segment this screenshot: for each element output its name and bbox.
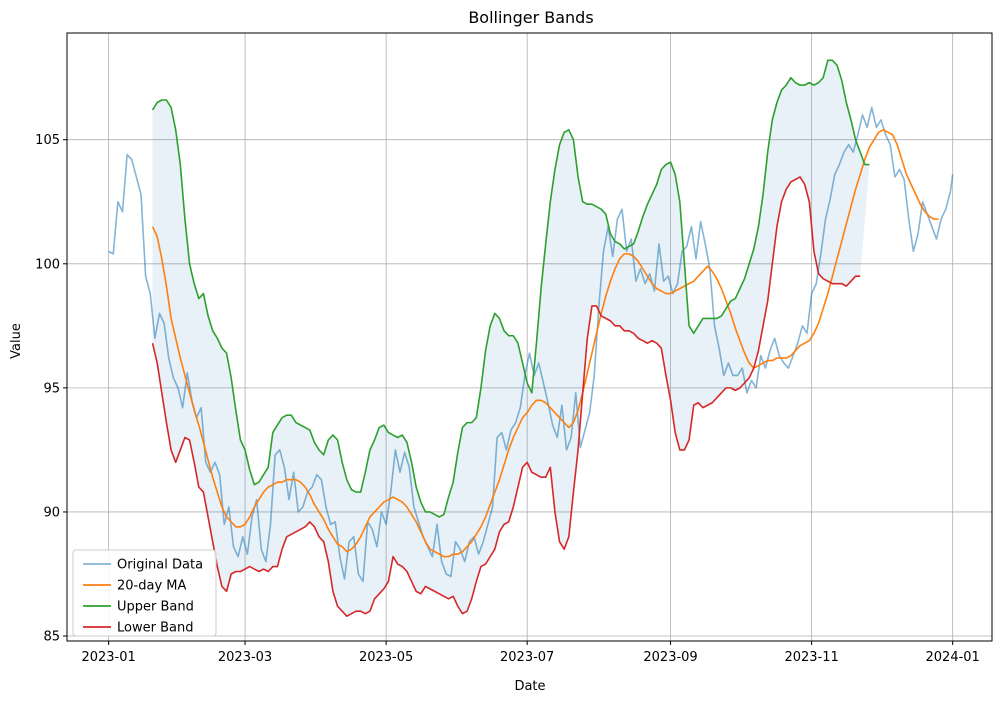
legend-label-upper-band: Upper Band — [117, 600, 194, 615]
legend-box — [72, 549, 217, 637]
legend-label-original-data: Original Data — [117, 558, 203, 573]
x-axis-label: Date — [514, 679, 545, 694]
y-tick-label: 85 — [43, 630, 60, 645]
legend: Original Data 20-day MA Upper Band Lower Ba… — [72, 549, 217, 637]
band-fill-group — [152, 60, 870, 617]
y-tick-label: 95 — [43, 381, 60, 396]
y-tick-label: 105 — [35, 133, 60, 148]
x-axis-ticks: 2023-01 2023-03 2023-05 2023-07 2023-09 2023-… — [81, 641, 980, 665]
y-tick-label: 90 — [43, 505, 60, 520]
y-axis-label: Value — [9, 323, 24, 359]
y-tick-label: 100 — [35, 257, 60, 272]
upper-band-line — [151, 59, 870, 518]
x-tick-label: 2023-05 — [359, 650, 413, 665]
legend-label-lower-band: Lower Band — [117, 621, 193, 636]
x-tick-label: 2023-03 — [218, 650, 272, 665]
x-tick-label: 2023-11 — [784, 650, 838, 665]
chart-title: Bollinger Bands — [468, 8, 593, 27]
series-lines — [108, 59, 954, 617]
y-axis-ticks: 85 90 95 100 105 — [35, 133, 67, 645]
20-day-ma-line — [151, 128, 939, 558]
x-tick-label: 2023-09 — [643, 650, 697, 665]
band-fill — [152, 60, 870, 617]
x-tick-label: 2024-01 — [926, 650, 980, 665]
plot-frame — [66, 32, 993, 642]
original-data-line — [108, 106, 954, 583]
lower-band-line — [151, 176, 861, 617]
x-tick-label: 2023-01 — [81, 650, 135, 665]
x-tick-label: 2023-07 — [500, 650, 554, 665]
legend-label-20-day-ma: 20-day MA — [117, 579, 186, 594]
